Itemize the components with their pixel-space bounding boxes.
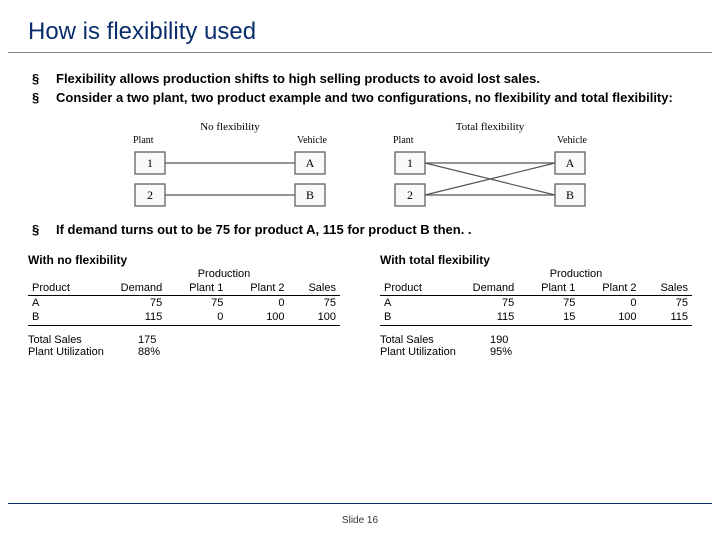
table-header: Sales (641, 281, 692, 296)
summary-label: Plant Utilization (380, 346, 490, 358)
table-cell: 100 (227, 310, 288, 324)
table-cell: 75 (446, 296, 518, 311)
bullet-list: § Flexibility allows production shifts t… (0, 53, 720, 117)
diagram-no-flexibility: No flexibility Plant Vehicle 1 2 A B (115, 121, 345, 210)
table-cell: 100 (289, 310, 340, 324)
diagram-col-plant: Plant (393, 135, 414, 146)
node-vehicle-b: B (306, 188, 314, 202)
table-row: B 115 0 100 100 (28, 310, 340, 324)
table-cell: 0 (579, 296, 640, 311)
summary-value: 190 (490, 334, 508, 346)
diagram-svg: 1 2 A B (385, 148, 595, 210)
summary-label: Total Sales (380, 334, 490, 346)
table-title: With total flexibility (380, 253, 692, 267)
table-cell: B (28, 310, 94, 324)
bullet-item: § Consider a two plant, two product exam… (32, 90, 688, 105)
table-header: Sales (289, 281, 340, 296)
table-cell: 75 (518, 296, 579, 311)
summary-value: 95% (490, 346, 512, 358)
table-cell: 75 (94, 296, 166, 311)
diagram-col-vehicle: Vehicle (557, 135, 587, 146)
table-header: Product (28, 281, 94, 296)
bullet-text: Consider a two plant, two product exampl… (56, 90, 688, 105)
diagram-title: Total flexibility (375, 121, 605, 133)
table-summary: Total Sales 175 Plant Utilization 88% (28, 334, 340, 358)
table-cell: 115 (94, 310, 166, 324)
bullet-text: Flexibility allows production shifts to … (56, 71, 688, 86)
node-vehicle-b: B (566, 188, 574, 202)
node-plant-1: 1 (147, 156, 153, 170)
table-cell: 115 (641, 310, 692, 324)
table-cell: 15 (518, 310, 579, 324)
table-total-flexibility: With total flexibility Production Produc… (380, 253, 692, 358)
diagram-col-plant: Plant (133, 135, 154, 146)
table-header: Product (380, 281, 446, 296)
table-cell: 0 (227, 296, 288, 311)
table-cell: 75 (289, 296, 340, 311)
diagram-total-flexibility: Total flexibility Plant Vehicle 1 2 A B (375, 121, 605, 210)
data-table: Product Demand Plant 1 Plant 2 Sales A 7… (380, 281, 692, 326)
table-row: B 115 15 100 115 (380, 310, 692, 324)
bullet-list: § If demand turns out to be 75 for produ… (0, 218, 720, 247)
table-cell: 115 (446, 310, 518, 324)
table-cell: A (380, 296, 446, 311)
diagram-col-vehicle: Vehicle (297, 135, 327, 146)
footer-slide-number: Slide 16 (0, 515, 720, 526)
table-subtitle: Production (380, 268, 692, 280)
bullet-marker: § (32, 222, 56, 237)
table-cell: 75 (641, 296, 692, 311)
table-no-flexibility: With no flexibility Production Product D… (28, 253, 340, 358)
node-plant-1: 1 (407, 156, 413, 170)
tables-row: With no flexibility Production Product D… (0, 247, 720, 358)
node-vehicle-a: A (306, 156, 315, 170)
bullet-marker: § (32, 90, 56, 105)
data-table: Product Demand Plant 1 Plant 2 Sales A 7… (28, 281, 340, 326)
table-header: Demand (446, 281, 518, 296)
table-cell: A (28, 296, 94, 311)
table-row: A 75 75 0 75 (28, 296, 340, 311)
bullet-item: § Flexibility allows production shifts t… (32, 71, 688, 86)
summary-value: 175 (138, 334, 156, 346)
summary-label: Plant Utilization (28, 346, 138, 358)
page-title: How is flexibility used (0, 0, 720, 52)
table-subtitle: Production (28, 268, 340, 280)
table-cell: 100 (579, 310, 640, 324)
diagram-title: No flexibility (115, 121, 345, 133)
table-header: Plant 2 (579, 281, 640, 296)
summary-label: Total Sales (28, 334, 138, 346)
footer-divider (8, 503, 712, 504)
table-cell: 0 (166, 310, 227, 324)
diagrams-row: No flexibility Plant Vehicle 1 2 A B Tot… (0, 117, 720, 218)
diagram-svg: 1 2 A B (125, 148, 335, 210)
table-row: A 75 75 0 75 (380, 296, 692, 311)
table-cell: B (380, 310, 446, 324)
table-header: Plant 1 (166, 281, 227, 296)
node-plant-2: 2 (147, 188, 153, 202)
diagram-header: Plant Vehicle (375, 135, 605, 146)
table-header: Demand (94, 281, 166, 296)
node-plant-2: 2 (407, 188, 413, 202)
bullet-item: § If demand turns out to be 75 for produ… (32, 222, 688, 237)
diagram-header: Plant Vehicle (115, 135, 345, 146)
table-header: Plant 1 (518, 281, 579, 296)
table-title: With no flexibility (28, 253, 340, 267)
bullet-marker: § (32, 71, 56, 86)
summary-value: 88% (138, 346, 160, 358)
bullet-text: If demand turns out to be 75 for product… (56, 222, 688, 237)
node-vehicle-a: A (566, 156, 575, 170)
table-header: Plant 2 (227, 281, 288, 296)
table-summary: Total Sales 190 Plant Utilization 95% (380, 334, 692, 358)
table-cell: 75 (166, 296, 227, 311)
